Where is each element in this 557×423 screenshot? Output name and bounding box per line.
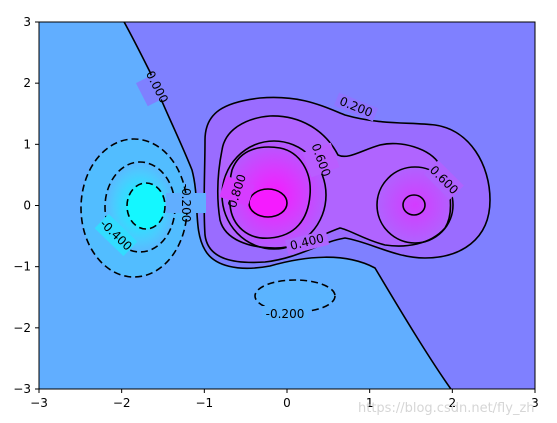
x-tick-label: −2 (113, 396, 131, 410)
contour-line-neg-0-600 (126, 182, 166, 230)
contour-label-6: -0.200 (179, 184, 193, 223)
band-neg-0-6-core (127, 183, 165, 229)
band-neg-bottom (255, 280, 335, 312)
watermark-text: https://blog.csdn.net/fly_zh (358, 401, 535, 416)
y-axis-ticks: −3 −2 −1 0 1 2 3 (13, 15, 39, 396)
y-tick-label: 3 (23, 15, 31, 29)
contour-line-0-200 (203, 96, 491, 264)
y-tick-label: −2 (13, 321, 31, 335)
y-tick-label: 0 (23, 199, 31, 213)
contour-line-inner-right (402, 194, 426, 216)
contour-line-0-600-right (376, 166, 454, 244)
band-0-8-core (247, 188, 287, 218)
y-tick-label: 1 (23, 137, 31, 151)
y-tick-label: 2 (23, 76, 31, 90)
x-axis-ticks: −3 −2 −1 0 1 2 3 (30, 389, 539, 410)
x-tick-label: −1 (195, 396, 213, 410)
x-tick-label: 0 (283, 396, 291, 410)
x-tick-label: −3 (30, 396, 48, 410)
band-0-6-right (377, 167, 453, 243)
plot-area: 0.000 0.200 0.600 0.800 0.600 0.400 -0.2… (39, 22, 535, 389)
x-tick-label: 1 (366, 396, 374, 410)
y-tick-label: −1 (13, 260, 31, 274)
contour-label-gaps (94, 67, 464, 320)
y-tick-label: −3 (13, 382, 31, 396)
contour-line-inner-left (248, 188, 288, 218)
x-tick-label: 3 (531, 396, 539, 410)
contour-line-0-800 (228, 146, 311, 239)
x-tick-label: 2 (449, 396, 457, 410)
contour-label-8: -0.200 (266, 307, 305, 321)
